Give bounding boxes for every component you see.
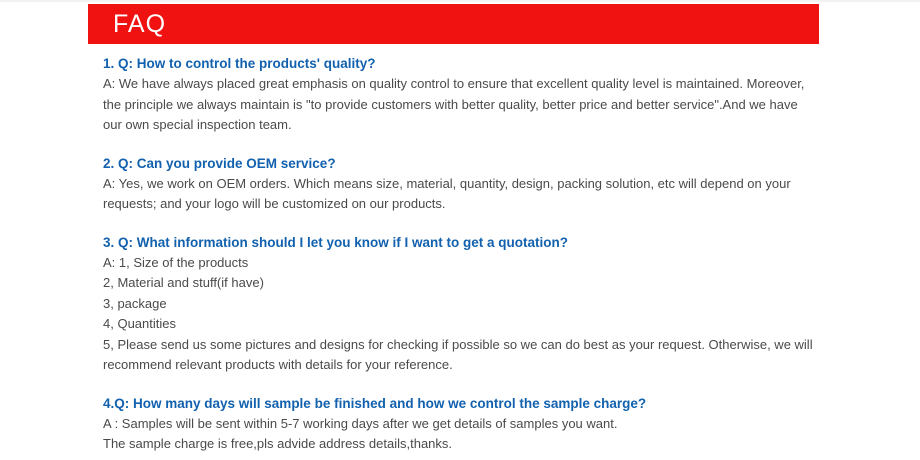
faq-question: 4.Q: How many days will sample be finish… — [103, 395, 647, 411]
faq-item: 4.Q: How many days will sample be finish… — [103, 394, 815, 455]
faq-answer-line: 2, Material and stuff(if have) — [103, 275, 264, 290]
faq-answer-line: A: We have always placed great emphasis … — [103, 76, 805, 132]
faq-answer-line: A : Samples will be sent within 5-7 work… — [103, 415, 618, 431]
faq-answer-line: 5, Please send us some pictures and desi… — [103, 336, 813, 373]
faq-question: 3. Q: What information should I let you … — [103, 234, 568, 250]
faq-title: FAQ — [113, 9, 167, 38]
faq-answer: A: We have always placed great emphasis … — [103, 74, 815, 136]
faq-item: 1. Q: How to control the products' quali… — [103, 54, 815, 136]
faq-question: 2. Q: Can you provide OEM service? — [103, 155, 336, 171]
faq-list: 1. Q: How to control the products' quali… — [103, 54, 815, 460]
faq-answer-line: 3, package — [103, 295, 167, 311]
page-top-border — [0, 0, 920, 2]
faq-answer: A: Yes, we work on OEM orders. Which mea… — [103, 174, 815, 215]
faq-answer-line: The sample charge is free,pls advide add… — [103, 436, 453, 451]
faq-answer-line: A: 1, Size of the products — [103, 254, 249, 270]
faq-answer: A : Samples will be sent within 5-7 work… — [103, 414, 815, 455]
faq-answer-line: 4, Quantities — [103, 316, 176, 331]
faq-question: 1. Q: How to control the products' quali… — [103, 56, 376, 71]
faq-answer: A: 1, Size of the products 2, Material an… — [103, 253, 815, 376]
faq-item: 3. Q: What information should I let you … — [103, 233, 815, 376]
faq-header-bar: FAQ — [88, 4, 819, 44]
faq-answer-line: A: Yes, we work on OEM orders. Which mea… — [103, 175, 791, 212]
faq-item: 2. Q: Can you provide OEM service? A: Ye… — [103, 154, 815, 215]
